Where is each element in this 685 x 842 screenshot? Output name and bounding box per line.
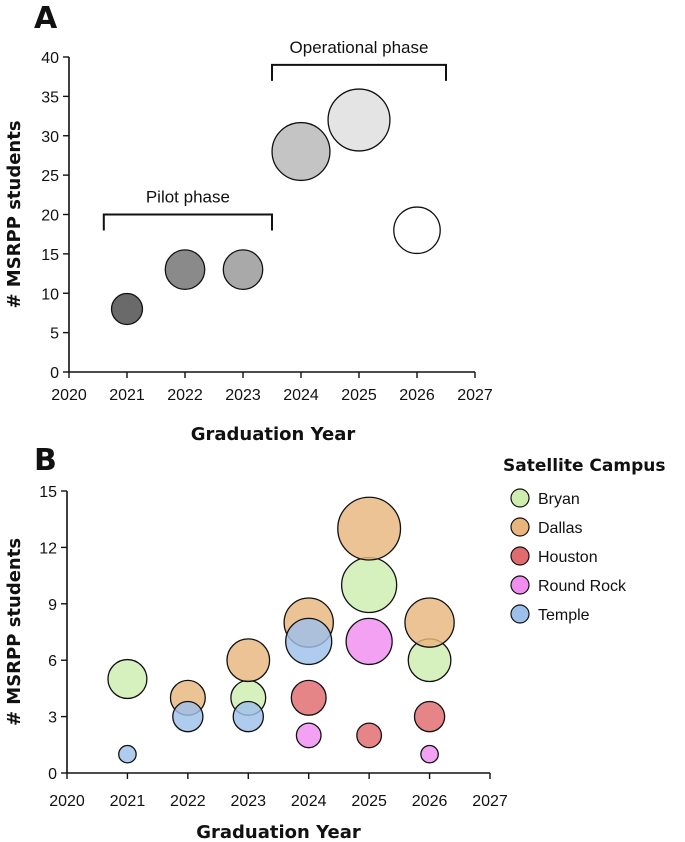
panel-a-x-tick-label: 2020	[51, 387, 87, 404]
panel-b-bubble-round-rock-2024	[295, 722, 322, 749]
panel-a-x-axis-title: Graduation Year	[191, 424, 356, 445]
panel-a-y-tick-label: 20	[41, 208, 59, 225]
panel-b-y-tick-label: 3	[48, 710, 57, 727]
legend-label-houston: Houston	[538, 549, 598, 566]
panel-b-bubble-round-rock-2025	[345, 617, 393, 666]
panel-b-y-tick-label: 12	[39, 540, 57, 557]
legend-label-dallas: Dallas	[538, 520, 582, 537]
panel-b-y-tick-label: 6	[48, 653, 57, 670]
phase-annotation-0: Pilot phase	[146, 188, 230, 207]
panel-b-bubble-houston-2025	[356, 722, 383, 749]
phase-bracket-1	[271, 63, 447, 81]
panel-b-x-tick-label: 2027	[472, 793, 508, 810]
panel-a-y-tick-label: 15	[41, 247, 59, 264]
legend: Satellite Campus Bryan Dallas Houston Round …	[503, 456, 665, 624]
panel-a-label: A	[34, 1, 58, 36]
panel-a-bubble-2026	[393, 206, 441, 255]
panel-b-x-axis-title: Graduation Year	[196, 822, 361, 842]
legend-title: Satellite Campus	[503, 456, 665, 476]
legend-marker-temple	[510, 604, 530, 624]
panel-b-y-axis-title: # MSRPP students	[4, 538, 25, 726]
panel-a-x-tick-label: 2026	[399, 387, 435, 404]
legend-marker-round-rock	[510, 575, 530, 595]
panel-b-x-tick-label: 2026	[412, 793, 448, 810]
legend-marker-bryan	[510, 488, 530, 508]
panel-a-y-tick-label: 30	[41, 129, 59, 146]
panel-b-bubble-round-rock-2026	[420, 744, 439, 764]
panel-b-x-tick-label: 2022	[170, 793, 206, 810]
panel-b-y-tick-label: 15	[39, 484, 57, 501]
legend-label-bryan: Bryan	[538, 491, 580, 508]
panel-b-bubble-bryan-2021	[107, 658, 148, 700]
panel-b-bubble-houston-2024	[290, 679, 327, 716]
panel-b-x-tick-label: 2020	[49, 793, 85, 810]
panel-a-x-tick-label: 2023	[225, 387, 261, 404]
panel-b-bubble-houston-2026	[413, 700, 446, 733]
panel-a-y-tick-label: 10	[41, 286, 59, 303]
legend-label-round-rock: Round Rock	[538, 578, 627, 595]
panel-b-bubble-dallas-2023	[226, 638, 271, 683]
panel-b-x-tick-label: 2023	[230, 793, 266, 810]
panel-b-x-tick-label: 2025	[351, 793, 387, 810]
legend-marker-houston	[510, 546, 530, 566]
panel-a-bubble-2023	[222, 249, 264, 290]
panel-b-y-tick-label: 0	[48, 766, 57, 783]
panel-b-x-tick-label: 2021	[110, 793, 146, 810]
phase-bracket-0	[102, 213, 273, 231]
panel-a-x-tick-label: 2025	[341, 387, 377, 404]
phase-annotation-1: Operational phase	[290, 38, 429, 57]
panel-b-bubble-dallas-2025	[337, 496, 402, 561]
panel-a-bubble-2022	[164, 249, 206, 290]
panel-b-bubble-bryan-2025	[340, 556, 398, 614]
panel-b-chart: B 0 3 6 9 12 15 2020 2021 2022 2023 2024 2025 2026 202…	[4, 443, 665, 842]
panel-a-bubble-2021	[110, 292, 144, 326]
panel-b-bubble-dallas-2026	[404, 597, 455, 648]
legend-label-temple: Temple	[538, 607, 590, 624]
panel-b-bubble-temple-2023	[232, 700, 265, 733]
legend-marker-dallas	[510, 517, 530, 537]
panel-a-y-tick-label: 40	[41, 50, 59, 67]
panel-a-y-tick-label: 5	[50, 326, 59, 343]
panel-b-label: B	[34, 443, 57, 478]
panel-a-y-tick-label: 0	[50, 365, 59, 382]
panel-a-bubble-2025	[327, 88, 391, 152]
panel-b-bubble-temple-2021	[118, 744, 137, 764]
panel-b-x-tick-label: 2024	[291, 793, 327, 810]
panel-a-y-axis-title: # MSRPP students	[4, 120, 25, 308]
panel-a-x-tick-label: 2022	[167, 387, 203, 404]
panel-a-x-tick-label: 2024	[283, 387, 319, 404]
panel-a-y-tick-label: 35	[41, 89, 59, 106]
panel-a-x-tick-label: 2027	[457, 387, 493, 404]
panel-a-y-tick-label: 25	[41, 168, 59, 185]
panel-b-bubble-temple-2022	[172, 700, 204, 733]
panel-a-bubble-2024	[271, 121, 331, 182]
panel-b-bubble-temple-2024	[285, 617, 333, 666]
panel-b-y-tick-label: 9	[48, 597, 57, 614]
panel-a-x-tick-label: 2021	[109, 387, 145, 404]
